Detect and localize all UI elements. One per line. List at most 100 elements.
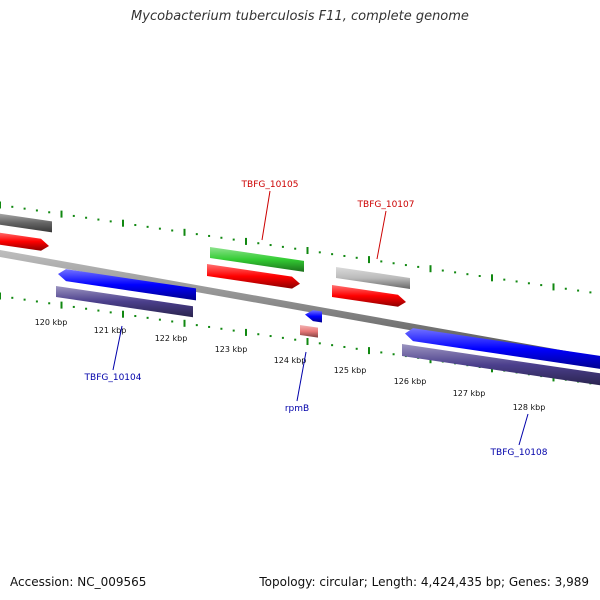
gene-block-left-edge bbox=[0, 213, 52, 233]
outer-rail-major-tick bbox=[0, 201, 1, 209]
outer-rail-minor-tick bbox=[355, 256, 358, 259]
outer-rail-major-tick bbox=[429, 265, 432, 273]
outer-rail-major-tick bbox=[552, 283, 555, 291]
outer-rail-minor-tick bbox=[417, 265, 420, 268]
inner-rail-minor-tick bbox=[232, 329, 235, 332]
inner-rail-minor-tick bbox=[109, 311, 112, 314]
outer-rail-minor-tick bbox=[97, 218, 100, 221]
inner-rail-minor-tick bbox=[35, 300, 38, 303]
inner-rail-minor-tick bbox=[23, 298, 26, 301]
inner-rail-major-tick bbox=[122, 310, 124, 318]
cds-arrow-tbfg-10104 bbox=[58, 269, 196, 301]
inner-rail-minor-tick bbox=[294, 338, 297, 341]
accession-text: Accession: NC_009565 bbox=[10, 575, 147, 589]
features bbox=[0, 213, 600, 386]
inner-rail-minor-tick bbox=[331, 344, 334, 347]
leader-line-rpmb bbox=[296, 351, 307, 402]
scale-label: 125 kbp bbox=[334, 366, 367, 375]
inner-rail-minor-tick bbox=[269, 335, 272, 338]
outer-rail-minor-tick bbox=[404, 264, 407, 267]
outer-rail-minor-tick bbox=[23, 207, 26, 210]
scale-label: 127 kbp bbox=[453, 389, 486, 398]
scale-label: 123 kbp bbox=[215, 345, 248, 354]
inner-rail-major-tick bbox=[368, 347, 370, 355]
outer-rail-major-tick bbox=[306, 247, 309, 255]
scale-label: 121 kbp bbox=[94, 326, 127, 335]
gene-block-tbfg-10108 bbox=[402, 344, 600, 386]
inner-rail-minor-tick bbox=[85, 307, 88, 310]
cds-arrow-tbfg-10108 bbox=[405, 328, 600, 369]
outer-rail-major-tick bbox=[368, 256, 370, 264]
outer-rail-minor-tick bbox=[269, 244, 272, 247]
outer-rail-minor-tick bbox=[281, 245, 284, 248]
outer-rail-minor-tick bbox=[257, 242, 260, 245]
scale-label: 122 kbp bbox=[155, 334, 188, 343]
outer-rail-minor-tick bbox=[220, 236, 223, 239]
inner-rail-major-tick bbox=[306, 338, 309, 346]
inner-rail-minor-tick bbox=[220, 327, 223, 330]
outer-rail-minor-tick bbox=[134, 224, 137, 227]
cds-arrow-tbfg-10105 bbox=[207, 264, 300, 289]
outer-rail-major-tick bbox=[183, 228, 186, 236]
inner-rail-minor-tick bbox=[72, 305, 75, 308]
inner-rail-minor-tick bbox=[171, 320, 174, 323]
inner-rail-minor-tick bbox=[158, 318, 161, 321]
outer-rail-minor-tick bbox=[503, 278, 506, 281]
inner-rail-minor-tick bbox=[97, 309, 100, 312]
outer-rail-minor-tick bbox=[441, 269, 444, 272]
outer-rail-minor-tick bbox=[294, 247, 297, 250]
inner-rail-minor-tick bbox=[11, 296, 14, 299]
gene-block-tbfg-10104 bbox=[56, 286, 193, 318]
inner-rail-minor-tick bbox=[355, 347, 358, 350]
gene-block-tbfg-10105 bbox=[210, 247, 304, 272]
inner-rail-major-tick bbox=[183, 319, 186, 327]
outer-rail-minor-tick bbox=[232, 238, 235, 241]
scale-label: 126 kbp bbox=[394, 377, 427, 386]
gene-label-rpmb: rpmB bbox=[285, 404, 309, 414]
gene-label-tbfg-10104: TBFG_10104 bbox=[84, 373, 142, 383]
outer-rail-minor-tick bbox=[318, 251, 321, 254]
outer-rail-major-tick bbox=[245, 237, 247, 245]
map-title: Mycobacterium tuberculosis F11, complete… bbox=[131, 9, 469, 24]
outer-rail-minor-tick bbox=[158, 227, 161, 230]
outer-rail-minor-tick bbox=[515, 280, 518, 283]
cds-arrow-tbfg-10107 bbox=[332, 285, 406, 307]
outer-rail-minor-tick bbox=[11, 205, 14, 208]
inner-rail-minor-tick bbox=[281, 336, 284, 339]
inner-rail-major-tick bbox=[0, 292, 1, 300]
outer-rail-minor-tick bbox=[208, 234, 211, 237]
outer-rail-minor-tick bbox=[392, 262, 395, 265]
labels: 120 kbp 121 kbp 122 kbp 123 kbp 124 kbp 125 k… bbox=[35, 180, 548, 458]
outer-rail-minor-tick bbox=[589, 291, 592, 294]
inner-rail-minor-tick bbox=[208, 325, 211, 328]
scale-label: 120 kbp bbox=[35, 318, 68, 327]
tick-dots bbox=[0, 201, 592, 385]
outer-rail-minor-tick bbox=[35, 209, 38, 212]
outer-rail-minor-tick bbox=[85, 216, 88, 219]
inner-rail-minor-tick bbox=[195, 324, 198, 327]
outer-rail-minor-tick bbox=[48, 211, 51, 214]
leader-line-tbfg-10105 bbox=[261, 190, 271, 241]
leader-line-tbfg-10104 bbox=[112, 325, 123, 371]
outer-rail-minor-tick bbox=[171, 229, 174, 232]
outer-rail-minor-tick bbox=[478, 274, 481, 277]
outer-rail-minor-tick bbox=[343, 254, 346, 257]
outer-rail-minor-tick bbox=[331, 253, 334, 256]
outer-rail-minor-tick bbox=[380, 260, 383, 263]
outer-rail-major-tick bbox=[60, 210, 63, 218]
cds-arrow-left-edge bbox=[0, 232, 49, 251]
scale-label: 124 kbp bbox=[274, 356, 307, 365]
outer-rail-minor-tick bbox=[146, 225, 149, 228]
scale-label: 128 kbp bbox=[513, 403, 546, 412]
outer-rail-major-tick bbox=[122, 219, 124, 227]
inner-rail-minor-tick bbox=[380, 351, 383, 354]
inner-rail-major-tick bbox=[60, 301, 63, 309]
outer-rail-minor-tick bbox=[454, 271, 457, 274]
gene-label-tbfg-10108: TBFG_10108 bbox=[490, 448, 548, 458]
outer-rail-minor-tick bbox=[195, 233, 198, 236]
inner-rail-minor-tick bbox=[257, 333, 260, 336]
gene-label-tbfg-10107: TBFG_10107 bbox=[357, 200, 415, 210]
outer-rail-major-tick bbox=[491, 274, 493, 282]
leader-line-tbfg-10107 bbox=[376, 210, 387, 260]
